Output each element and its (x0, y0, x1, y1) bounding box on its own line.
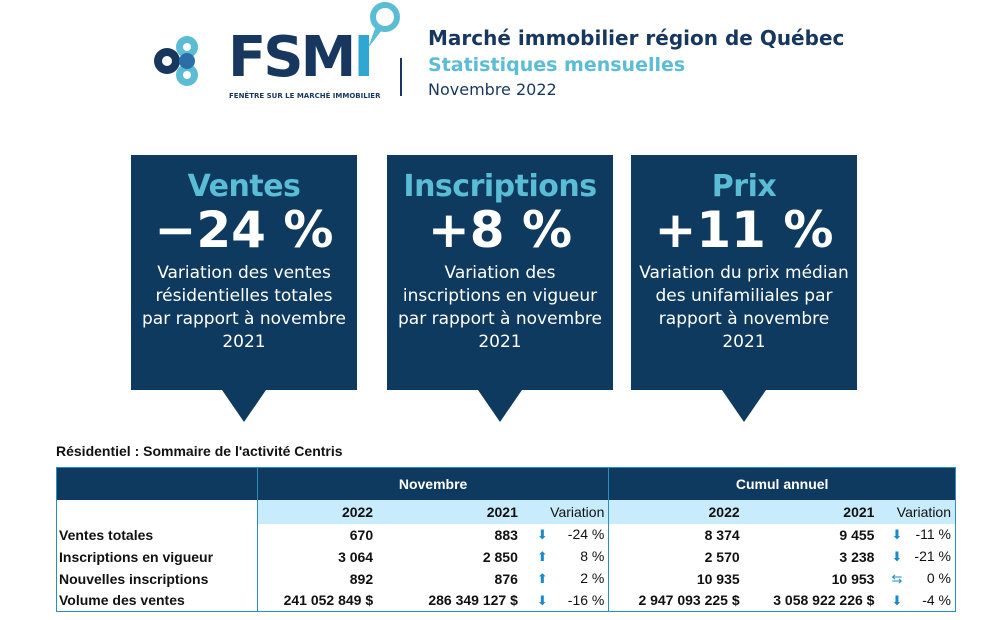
cell-nov-variation: ⬆ 2 % (522, 568, 609, 590)
column-header: 2021 (743, 499, 879, 524)
row-label: Inscriptions en vigueur (59, 548, 214, 565)
fsmi-logo: FSMI (228, 25, 374, 90)
arrow-down-icon: ⬇ (891, 592, 903, 608)
cell-nov-2022: 892 (256, 567, 378, 590)
card-heading: Prix (711, 169, 777, 204)
row-label: Nouvelles inscriptions (59, 570, 209, 587)
cell-nov-2021: 2 850 (482, 548, 518, 565)
card-value: +11 % (654, 201, 834, 259)
cell-cum-2022: 8 374 (608, 523, 744, 546)
card-inscriptions: Inscriptions +8 % Variation des inscript… (387, 155, 613, 422)
cell-cum-2021: 10 953 (831, 570, 875, 587)
group-header-cumul: Cumul annuel (608, 467, 956, 500)
cell-cum-2022: 2 570 (608, 545, 744, 568)
summary-table: Novembre Cumul annuel 2022 2021 Variation… (56, 467, 956, 612)
card-heading: Inscriptions (403, 169, 597, 204)
column-header: 2022 (256, 499, 378, 524)
card-description: Variation des inscriptions en vigueur pa… (398, 263, 602, 352)
period: Novembre 2022 (428, 80, 557, 99)
table-row: Nouvelles inscriptions 892 876 ⬆ 2 % 10 9… (57, 567, 956, 590)
cell-cum-variation: ⬇ -11 % (878, 524, 955, 546)
cell-cum-2021: 9 455 (839, 526, 875, 543)
column-header: Variation (521, 499, 609, 524)
header-divider (400, 58, 402, 96)
arrow-down-icon: ⬇ (891, 527, 903, 542)
group-header-novembre: Novembre (256, 467, 609, 500)
table-title: Résidentiel : Sommaire de l'activité Cen… (56, 443, 343, 459)
arrow-down-icon: ⬇ (536, 527, 548, 542)
cell-cum-variation: ⇆ 0 % (878, 568, 955, 590)
location-pin-icon (368, 2, 400, 48)
cell-nov-2022: 3 064 (256, 545, 378, 568)
cell-cum-variation: ⬇ -21 % (878, 546, 955, 568)
card-ventes: Ventes −24 % Variation des ventes réside… (131, 155, 357, 422)
cell-nov-variation: ⬇ -24 % (522, 524, 609, 546)
cell-nov-variation: ⬇ -16 % (522, 590, 609, 612)
variation-value: -16 % (567, 591, 605, 608)
arrow-up-icon: ⬆ (536, 571, 548, 586)
variation-value: 0 % (926, 570, 951, 586)
cell-nov-variation: ⬆ 8 % (522, 546, 609, 568)
cell-nov-2021: 286 349 127 $ (428, 592, 518, 609)
arrow-down-icon: ⬇ (536, 592, 548, 608)
card-prix: Prix +11 % Variation du prix médian des … (631, 155, 857, 422)
cell-cum-2022: 2 947 093 225 $ (608, 589, 744, 612)
row-label: Volume des ventes (59, 592, 185, 609)
table-row: Ventes totales 670 883 ⬇ -24 % 8 374 9 45… (57, 523, 956, 546)
cell-cum-2021: 3 058 922 226 $ (773, 592, 875, 609)
column-header: Variation (878, 499, 956, 524)
card-description: Variation des ventes résidentielles tota… (142, 263, 346, 352)
card-heading: Ventes (187, 169, 301, 204)
card-description: Variation du prix médian des unifamilial… (639, 263, 849, 352)
column-header: 2021 (377, 499, 522, 524)
variation-value: -24 % (567, 526, 605, 542)
cell-nov-2021: 876 (494, 570, 518, 587)
stable-arrows-icon: ⇆ (891, 571, 903, 586)
table-row: Inscriptions en vigueur 3 064 2 850 ⬆ 8 %… (57, 545, 956, 568)
variation-value: -4 % (922, 591, 951, 608)
fsmi-symbol-logo (154, 36, 198, 86)
card-value: −24 % (154, 201, 334, 259)
column-header: 2022 (608, 499, 744, 524)
table-row: Volume des ventes 241 052 849 $ 286 349 … (57, 589, 956, 612)
cell-cum-2022: 10 935 (608, 567, 744, 590)
cell-nov-2022: 241 052 849 $ (256, 589, 378, 612)
cell-cum-2021: 3 238 (839, 548, 875, 565)
variation-value: -21 % (914, 548, 951, 564)
arrow-up-icon: ⬆ (536, 549, 548, 564)
cell-cum-variation: ⬇ -4 % (878, 590, 955, 612)
logo-tagline: FENÊTRE SUR LE MARCHÉ IMMOBILIER (229, 92, 381, 100)
variation-value: 8 % (580, 548, 605, 564)
page-title: Marché immobilier région de Québec (428, 26, 845, 50)
cell-nov-2022: 670 (256, 523, 378, 546)
variation-value: -11 % (915, 526, 951, 542)
variation-value: 2 % (580, 570, 605, 586)
cell-nov-2021: 883 (494, 526, 518, 543)
arrow-down-icon: ⬇ (891, 549, 903, 564)
card-value: +8 % (427, 201, 573, 259)
row-label: Ventes totales (59, 526, 154, 543)
page-subtitle: Statistiques mensuelles (428, 54, 686, 76)
